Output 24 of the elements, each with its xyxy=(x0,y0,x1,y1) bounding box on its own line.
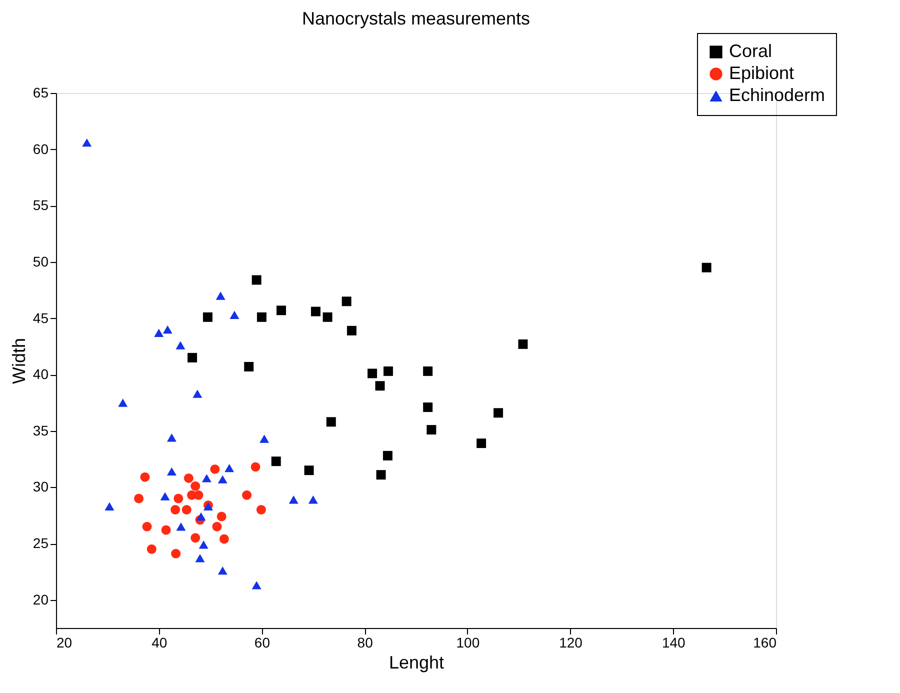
y-tick-label: 20 xyxy=(32,591,49,608)
x-tick-label: 20 xyxy=(56,634,72,650)
y-tick-label: 45 xyxy=(32,310,49,326)
y-tick-label: 65 xyxy=(32,84,49,100)
legend-label: Echinoderm xyxy=(729,85,826,105)
y-axis-title: Width xyxy=(8,338,29,384)
x-tick-label: 40 xyxy=(152,634,168,650)
x-tick-label: 140 xyxy=(662,634,686,650)
y-tick-label: 25 xyxy=(32,535,49,552)
legend-label: Epibiont xyxy=(729,63,794,83)
x-axis-title: Lenght xyxy=(388,652,444,672)
chart-title: Nanocrystals measurements xyxy=(302,8,530,28)
y-tick-label: 60 xyxy=(32,140,49,157)
x-tick-label: 80 xyxy=(357,634,374,650)
y-tick-label: 40 xyxy=(32,366,49,382)
y-tick-label: 30 xyxy=(32,478,49,495)
x-tick-label: 160 xyxy=(753,634,777,650)
y-tick-label: 35 xyxy=(32,422,49,438)
y-tick-label: 55 xyxy=(32,197,49,214)
x-tick-label: 120 xyxy=(559,634,583,650)
legend-label: Coral xyxy=(729,41,772,61)
x-tick-label: 100 xyxy=(456,634,480,650)
x-tick-label: 60 xyxy=(254,634,270,650)
y-tick-label: 50 xyxy=(32,253,49,270)
